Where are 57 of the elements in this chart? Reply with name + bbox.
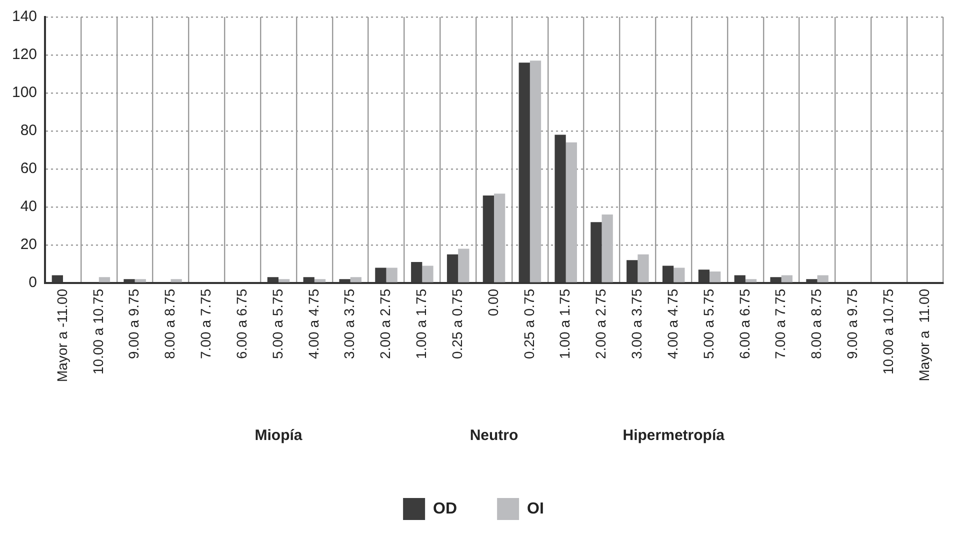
x-tick-label: 4.00 a 4.75	[305, 288, 322, 359]
bar	[530, 60, 542, 282]
bar	[278, 279, 290, 282]
text: Hipermetropía	[622, 427, 726, 444]
x-tick-label: 6.00 a 6.75	[736, 288, 752, 359]
x-tick-label: 2.00 a 2.75	[377, 288, 394, 359]
x-tick-label: 4.00 a 4.75	[664, 288, 680, 359]
bar	[458, 248, 470, 282]
bar	[745, 279, 757, 282]
bar	[134, 279, 146, 282]
x-tick-label: 3.00 a 3.75	[341, 288, 358, 359]
x-tick-label: 2.00 a 2.75	[592, 288, 609, 359]
bar	[602, 214, 613, 282]
bar	[494, 194, 506, 282]
bar	[314, 279, 326, 282]
x-tick-label: 9.00 a 9.75	[126, 288, 142, 359]
bar	[422, 266, 434, 282]
x-tick-label: 3.00 a 3.75	[628, 288, 645, 359]
y-tick-label: 80	[20, 122, 38, 140]
text: Miopía	[254, 427, 303, 444]
y-tick-label: 0	[28, 274, 38, 292]
x-tick-label: 7.00 a 7.75	[198, 288, 214, 359]
x-tick-label: 9.00 a 9.75	[844, 288, 860, 359]
bar	[386, 268, 398, 282]
x-tick-label: 5.00 a 5.75	[269, 288, 286, 359]
x-tick-label: 1.00 a 1.75	[413, 288, 430, 359]
bar	[710, 271, 721, 282]
x-tick-label: 6.00 a 6.75	[233, 288, 250, 359]
y-tick-label: 60	[20, 160, 38, 178]
bar	[674, 268, 685, 282]
bar	[566, 142, 577, 282]
legend-label: OD	[433, 500, 458, 518]
x-tick-label: 10.00 a 10.75	[880, 288, 896, 375]
y-tick-label: 100	[12, 84, 38, 102]
legend-label: OI	[527, 500, 544, 518]
x-tick-label: 5.00 a 5.75	[700, 288, 716, 359]
bar	[350, 277, 362, 282]
x-tick-label: 10.00 a 10.75	[90, 288, 106, 375]
bar	[170, 279, 182, 282]
bar	[638, 254, 649, 282]
x-tick-label: 0.25 a 0.75	[520, 288, 537, 359]
x-tick-label: 8.00 a 8.75	[162, 288, 178, 359]
x-tick-label: 8.00 a 8.75	[808, 288, 824, 359]
x-tick-label: Mayor a 11.00	[916, 288, 932, 382]
bar	[98, 277, 110, 282]
x-tick-label: Mayor a -11.00	[54, 288, 70, 382]
y-tick-label: 20	[20, 236, 38, 254]
x-tick-label: 0.25 a 0.75	[448, 288, 465, 359]
x-tick-label: 1.00 a 1.75	[556, 288, 573, 359]
bar	[781, 275, 792, 282]
y-tick-label: 140	[12, 8, 38, 26]
x-tick-label: 7.00 a 7.75	[772, 288, 788, 359]
bar	[817, 275, 828, 282]
text: Neutro	[470, 427, 518, 444]
y-tick-label: 120	[12, 46, 38, 64]
y-tick-label: 40	[20, 198, 38, 216]
x-tick-label: 0.00	[484, 288, 501, 316]
